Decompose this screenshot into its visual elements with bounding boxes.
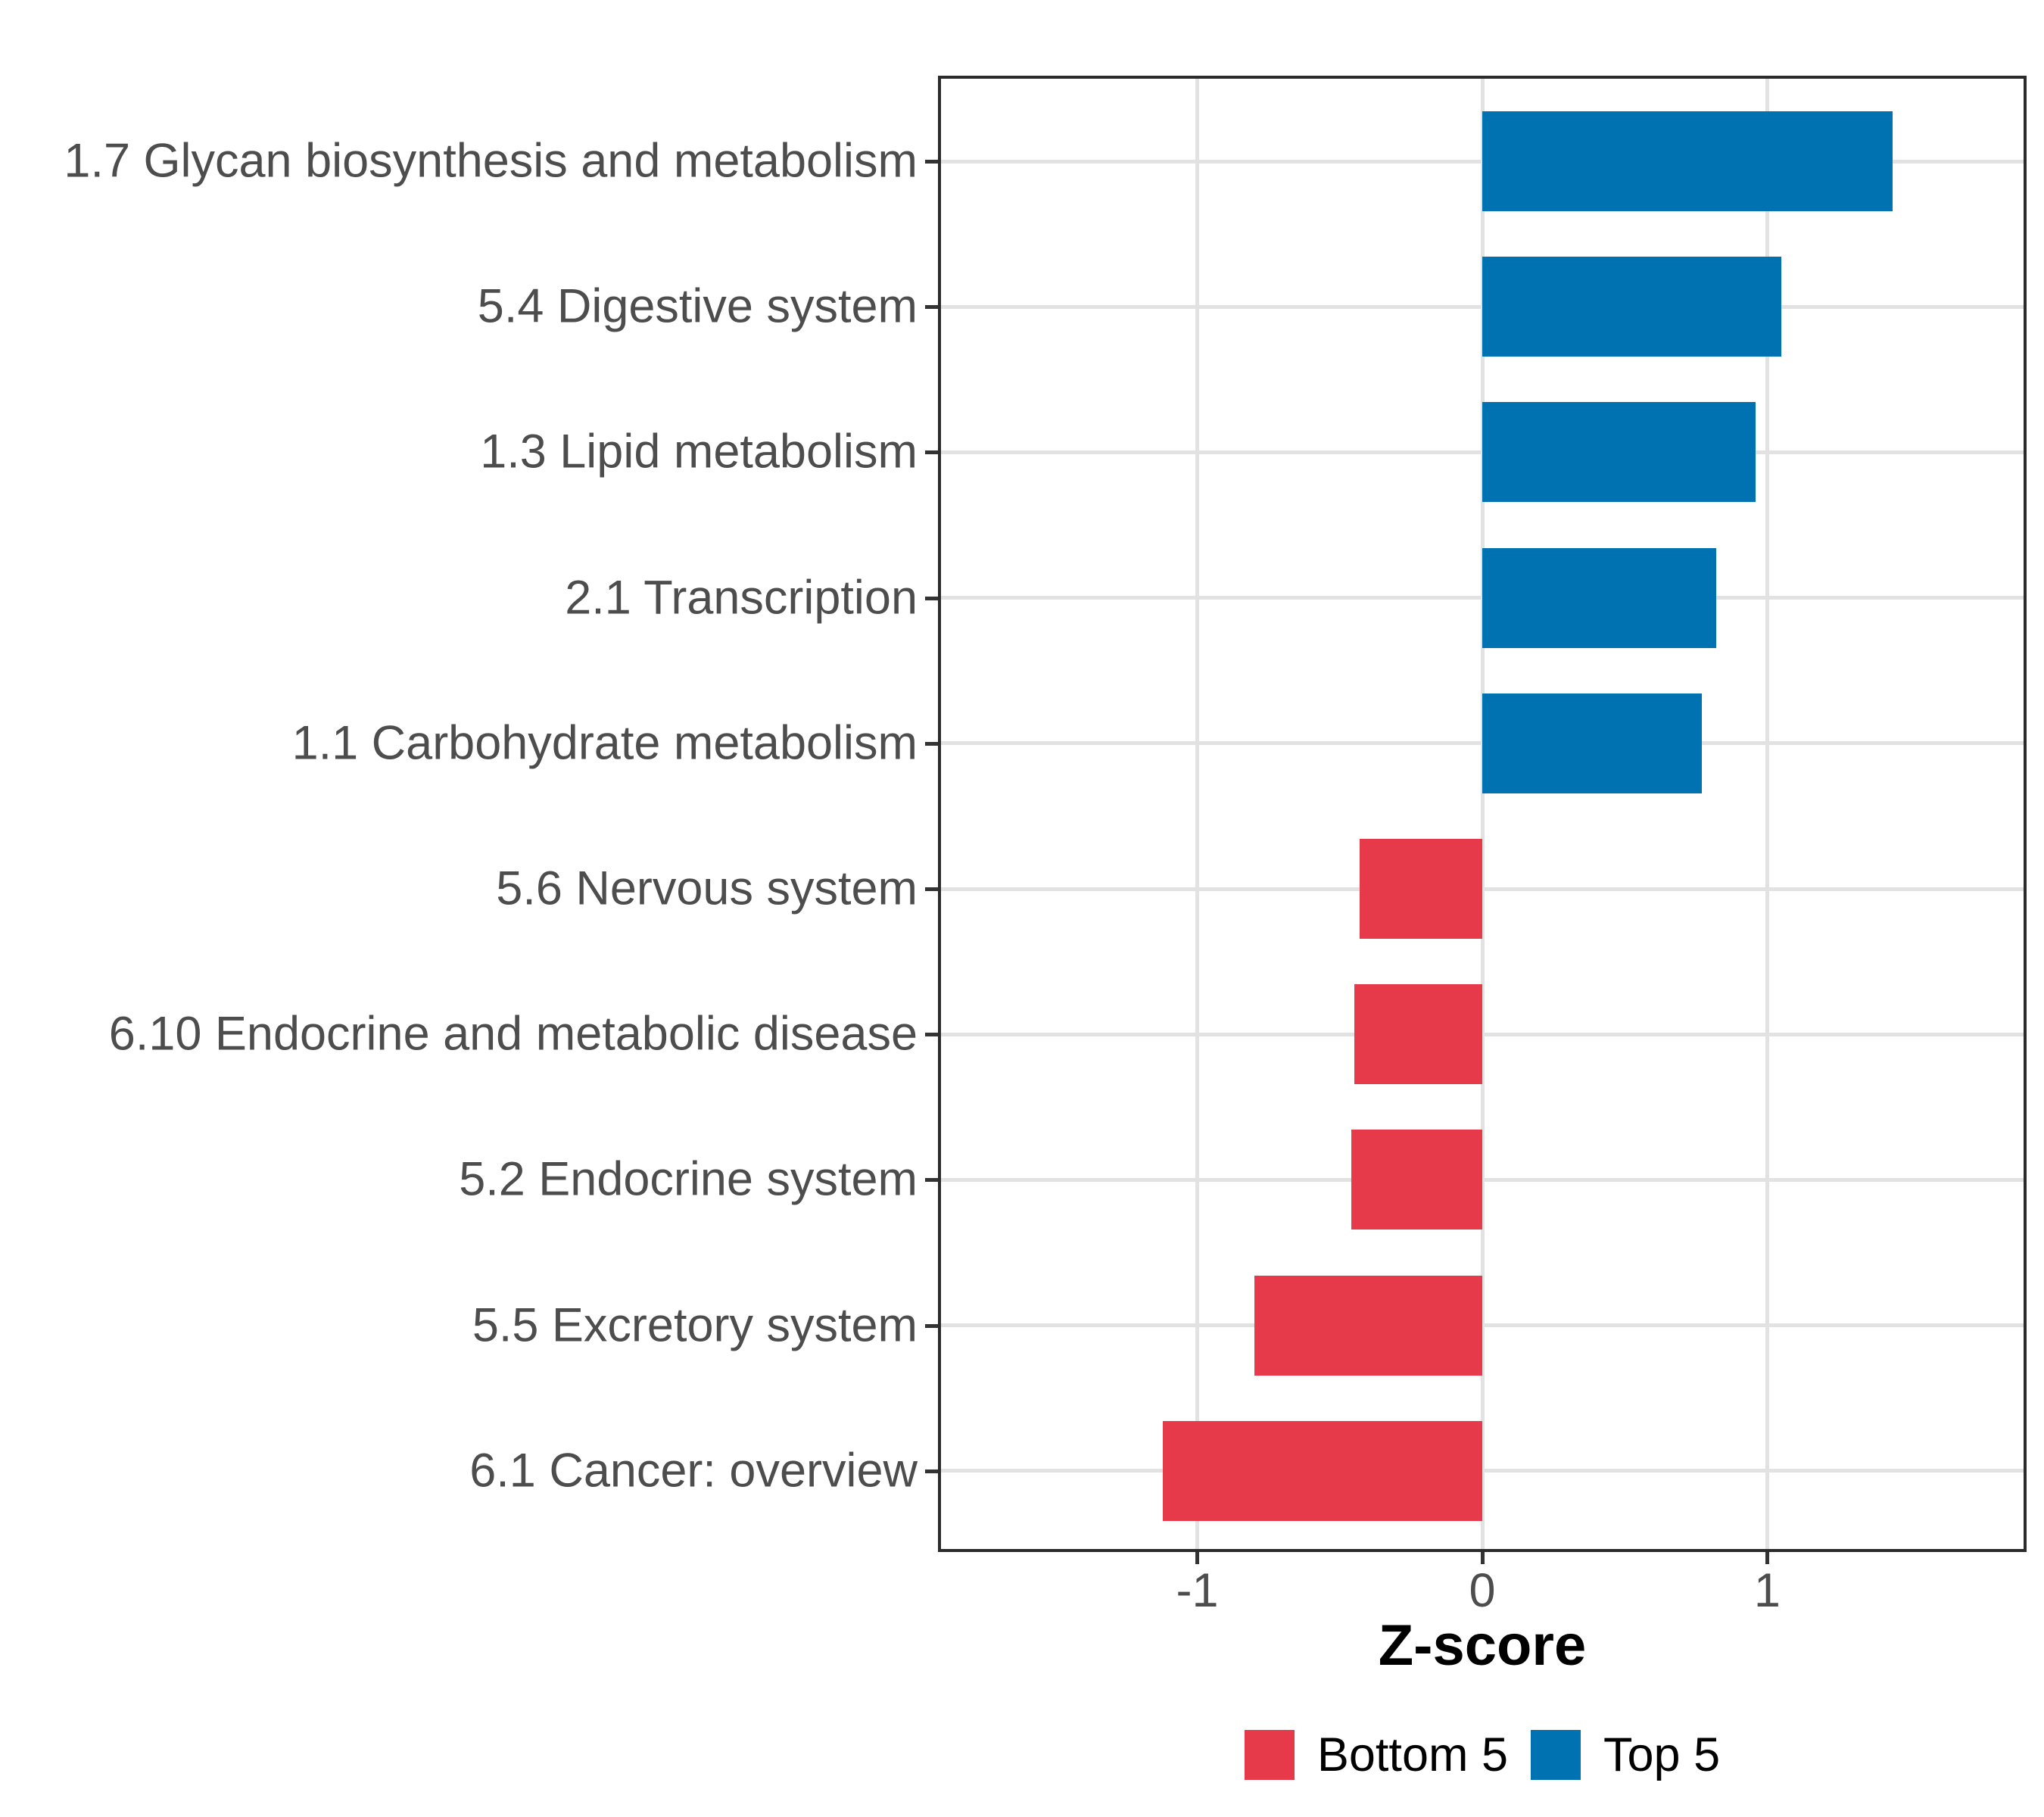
gridline-vertical [1480, 76, 1485, 1552]
plot-panel [938, 76, 2027, 1552]
bar-bottom5 [1163, 1420, 1482, 1521]
x-axis-tick-mark [1765, 1552, 1769, 1564]
y-axis-tick-mark [925, 741, 938, 746]
y-axis-tick-mark [925, 160, 938, 164]
legend-key-top5-swatch [1531, 1730, 1581, 1780]
gridline-vertical [1765, 76, 1769, 1552]
x-axis-title: Z-score [1378, 1613, 1587, 1678]
y-axis-category-label: 2.1 Transcription [565, 571, 918, 625]
x-axis-tick-mark [1480, 1552, 1485, 1564]
y-axis-category-label: 1.7 Glycan biosynthesis and metabolism [64, 134, 918, 188]
bar-top5 [1482, 547, 1716, 648]
x-axis-tick-mark [1195, 1552, 1200, 1564]
y-axis-tick-mark [925, 450, 938, 455]
y-axis-category-label: 6.10 Endocrine and metabolic disease [108, 1007, 918, 1061]
x-axis-tick-label: 1 [1753, 1564, 1781, 1617]
bar-top5 [1482, 402, 1756, 503]
y-axis-tick-mark [925, 1033, 938, 1037]
x-axis-tick-label: -1 [1176, 1564, 1219, 1617]
x-axis-tick-label: 0 [1469, 1564, 1496, 1617]
legend-label-bottom5: Bottom 5 [1316, 1728, 1508, 1781]
legend-key-bottom5-swatch [1244, 1730, 1295, 1780]
y-axis-category-label: 5.6 Nervous system [496, 862, 918, 915]
legend-item-top5: Top 5 [1531, 1730, 1720, 1780]
bar-top5 [1482, 257, 1782, 357]
legend: Bottom 5 Top 5 [938, 1728, 2027, 1781]
y-axis-category-label: 5.2 Endocrine system [459, 1152, 918, 1206]
bar-bottom5 [1254, 1275, 1482, 1376]
y-axis-category-label: 5.5 Excretory system [472, 1298, 918, 1352]
y-axis-tick-mark [925, 1323, 938, 1328]
bar-top5 [1482, 693, 1702, 793]
bar-bottom5 [1354, 984, 1482, 1085]
y-axis-tick-mark [925, 887, 938, 891]
gridline-vertical [1195, 76, 1200, 1552]
y-axis-tick-mark [925, 1469, 938, 1473]
y-axis-category-label: 1.1 Carbohydrate metabolism [291, 716, 918, 770]
bar-top5 [1482, 111, 1893, 211]
y-axis-tick-mark [925, 305, 938, 310]
y-axis-tick-mark [925, 596, 938, 600]
legend-item-bottom5: Bottom 5 [1244, 1728, 1508, 1781]
y-axis-category-label: 1.3 Lipid metabolism [480, 425, 918, 478]
y-axis-tick-mark [925, 1178, 938, 1183]
y-axis-category-label: 6.1 Cancer: overview [469, 1444, 918, 1498]
bar-bottom5 [1360, 839, 1482, 939]
bar-bottom5 [1351, 1130, 1482, 1230]
y-axis-category-label: 5.4 Digestive system [477, 279, 918, 333]
legend-label-top5: Top 5 [1603, 1728, 1721, 1781]
